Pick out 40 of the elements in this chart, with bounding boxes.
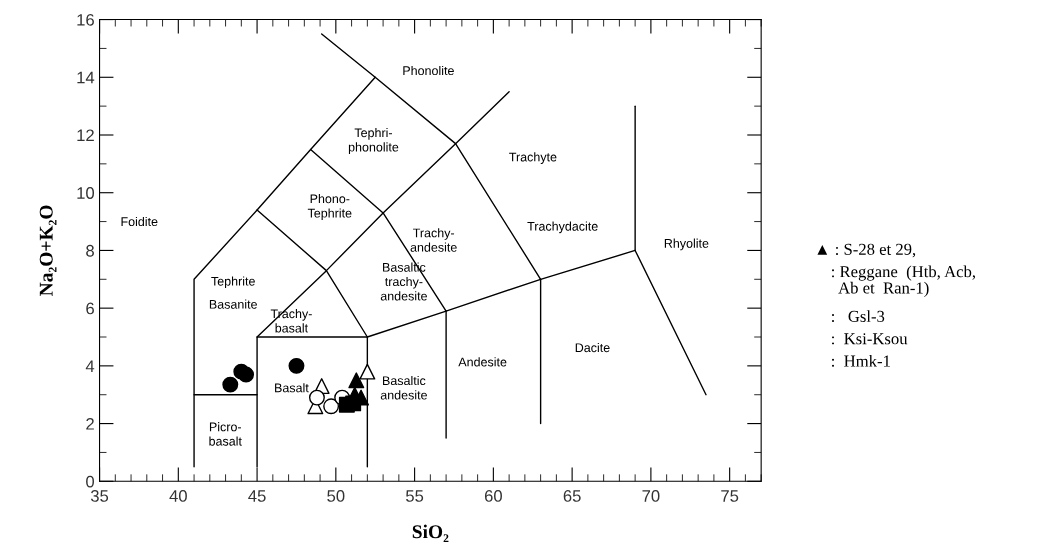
y-tick-label: 12: [77, 129, 94, 142]
x-tick-label: 35: [90, 490, 109, 502]
annotation: Rhyolite: [664, 238, 709, 251]
y-tick-label: 8: [86, 244, 94, 257]
annotation: Trachydacite: [527, 221, 598, 234]
text: : Reggane (Htb, Acb, Ab et Ran-1): [832, 265, 975, 297]
x-tick-label: 40: [169, 490, 187, 502]
y-tick-label: 2: [86, 417, 94, 430]
x-tick-label: 50: [327, 490, 345, 502]
x-tick-label: 70: [642, 490, 660, 502]
x-tick-label: 75: [721, 490, 739, 502]
y-axis-title: Na₂O+K₂O: [39, 205, 57, 296]
annotation: Basaltic andesite: [380, 375, 427, 400]
annotation: Basanite: [209, 299, 257, 309]
annotation: Trachy- andesite: [410, 228, 457, 252]
y-tick-label: 16: [77, 13, 94, 26]
y-tick-label: 10: [77, 187, 95, 199]
annotation: Phono- Tephrite: [307, 194, 352, 221]
x-tick-label: 55: [406, 490, 424, 502]
x-tick-label: 65: [563, 490, 581, 502]
annotation: Picro- basalt: [209, 422, 242, 446]
y-tick-label: 14: [77, 71, 95, 84]
text: : Gsl-3: [832, 310, 885, 323]
x-tick-label: 60: [484, 490, 502, 502]
y-tick-label: 0: [86, 475, 95, 488]
text: : Ksi-Ksou: [832, 333, 908, 345]
x-axis-title: SiO₂: [412, 524, 449, 542]
annotation: Basalt: [275, 383, 309, 393]
y-tick-label: 6: [86, 302, 94, 315]
annotation: Andesite: [458, 357, 507, 367]
y-tick-label: 4: [85, 360, 95, 372]
text: : Hmk-1: [832, 354, 890, 367]
annotation: Tephri- phonolite: [348, 127, 399, 155]
annotation: Foidite: [121, 216, 158, 227]
annotation: Phonolite: [403, 65, 454, 76]
annotation: Tephrite: [211, 276, 255, 289]
annotation: Trachyte: [509, 152, 557, 164]
text: ▲ : S-28 et 29,: [817, 243, 916, 258]
annotation: Dacite: [575, 342, 610, 353]
x-tick-label: 45: [248, 490, 266, 502]
